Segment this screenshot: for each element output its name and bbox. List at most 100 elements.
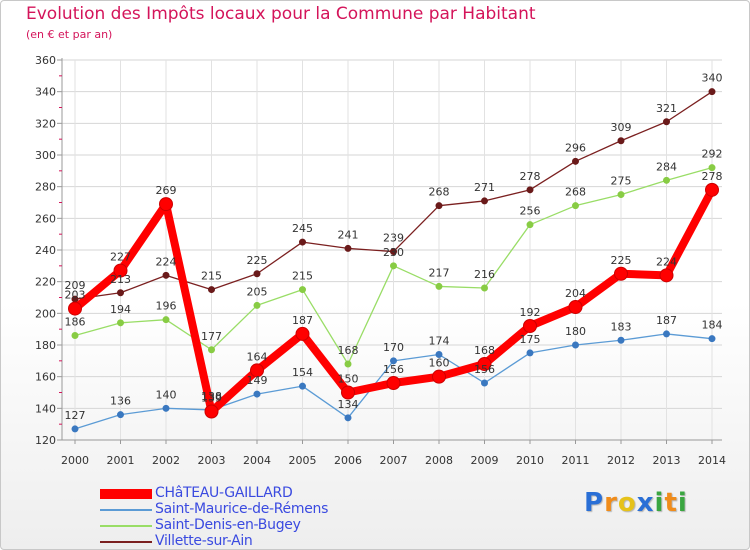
legend-label: Villette-sur-Ain xyxy=(155,533,253,549)
data-point xyxy=(390,248,397,256)
y-tick-label: 220 xyxy=(35,276,56,289)
x-tick-label: 2006 xyxy=(334,454,362,467)
chart-subtitle: (en € et par an) xyxy=(26,28,113,41)
data-label: 215 xyxy=(201,270,222,283)
data-point xyxy=(341,385,355,400)
y-tick-label: 140 xyxy=(35,402,56,415)
data-point xyxy=(481,284,488,292)
data-label: 268 xyxy=(429,186,450,199)
data-point xyxy=(344,244,352,252)
legend-swatch xyxy=(100,525,152,527)
data-point xyxy=(435,351,443,358)
data-label: 224 xyxy=(156,255,177,268)
logo-letter: i xyxy=(677,488,688,518)
data-label: 138 xyxy=(201,390,222,403)
data-label: 225 xyxy=(611,254,632,267)
data-point xyxy=(390,357,397,365)
data-label: 168 xyxy=(474,344,495,357)
data-point xyxy=(435,282,443,290)
data-point xyxy=(344,414,352,422)
data-label: 187 xyxy=(656,314,677,327)
data-label: 292 xyxy=(702,148,723,161)
data-label: 170 xyxy=(383,341,404,354)
logo-letter: t xyxy=(664,488,678,518)
data-label: 187 xyxy=(292,314,313,327)
data-point xyxy=(617,137,625,145)
logo-letter: r xyxy=(604,488,618,518)
y-tick-label: 280 xyxy=(35,181,56,194)
data-point xyxy=(386,376,401,390)
data-point xyxy=(523,319,537,333)
data-point xyxy=(659,268,674,283)
data-label: 269 xyxy=(156,184,177,197)
data-label: 127 xyxy=(65,409,86,422)
data-point xyxy=(162,316,170,324)
data-label: 309 xyxy=(611,121,632,134)
logo-letter: o xyxy=(617,488,637,518)
data-label: 215 xyxy=(292,270,313,283)
logo-letter: P xyxy=(584,488,605,518)
data-point xyxy=(477,357,492,371)
data-point xyxy=(432,369,446,384)
data-point xyxy=(159,197,173,212)
data-label: 160 xyxy=(429,357,450,370)
data-point xyxy=(299,286,306,294)
data-label: 177 xyxy=(201,330,222,343)
data-point xyxy=(299,238,306,246)
data-point xyxy=(708,335,716,343)
data-label: 213 xyxy=(110,273,131,286)
data-point xyxy=(162,404,170,412)
data-label: 225 xyxy=(247,254,268,267)
data-label: 175 xyxy=(520,333,541,346)
data-point xyxy=(568,300,583,314)
data-label: 150 xyxy=(338,373,359,386)
data-point xyxy=(253,270,261,278)
data-label: 224 xyxy=(656,255,677,268)
data-point xyxy=(663,118,670,126)
data-point xyxy=(663,176,670,184)
logo-letter: x xyxy=(636,488,655,518)
data-label: 284 xyxy=(656,160,677,173)
data-point xyxy=(299,382,306,390)
data-point xyxy=(344,360,352,368)
legend-label: Saint-Denis-en-Bugey xyxy=(155,517,301,533)
data-point xyxy=(71,332,79,339)
data-label: 184 xyxy=(702,319,723,332)
data-label: 271 xyxy=(474,181,495,194)
data-point xyxy=(113,263,128,278)
data-point xyxy=(117,289,124,297)
x-tick-label: 2000 xyxy=(61,454,89,467)
data-point xyxy=(117,411,124,419)
y-tick-label: 120 xyxy=(35,434,56,447)
data-label: 134 xyxy=(338,398,359,411)
data-label: 275 xyxy=(611,175,632,188)
data-point xyxy=(208,346,215,354)
y-tick-label: 260 xyxy=(35,212,56,225)
y-tick-label: 180 xyxy=(35,339,56,352)
x-tick-label: 2002 xyxy=(152,454,180,467)
data-label: 140 xyxy=(156,388,177,401)
x-tick-label: 2012 xyxy=(607,454,635,467)
data-label: 196 xyxy=(156,300,177,313)
y-tick-label: 240 xyxy=(35,244,56,257)
data-point xyxy=(481,379,488,387)
data-label: 340 xyxy=(702,72,723,85)
data-label: 256 xyxy=(520,205,541,218)
data-point xyxy=(614,266,628,281)
x-tick-label: 2001 xyxy=(107,454,135,467)
data-label: 216 xyxy=(474,268,495,281)
legend-swatch xyxy=(100,509,152,511)
x-tick-label: 2004 xyxy=(243,454,271,467)
data-point xyxy=(481,197,488,205)
data-point xyxy=(617,336,625,344)
data-label: 164 xyxy=(247,350,268,363)
data-label: 174 xyxy=(429,335,450,348)
data-point xyxy=(253,301,261,309)
y-tick-label: 200 xyxy=(35,307,56,320)
x-tick-label: 2008 xyxy=(425,454,453,467)
y-tick-label: 300 xyxy=(35,149,56,162)
data-label: 278 xyxy=(702,170,723,183)
data-point xyxy=(204,404,219,419)
x-tick-label: 2003 xyxy=(198,454,226,467)
data-point xyxy=(572,341,579,349)
